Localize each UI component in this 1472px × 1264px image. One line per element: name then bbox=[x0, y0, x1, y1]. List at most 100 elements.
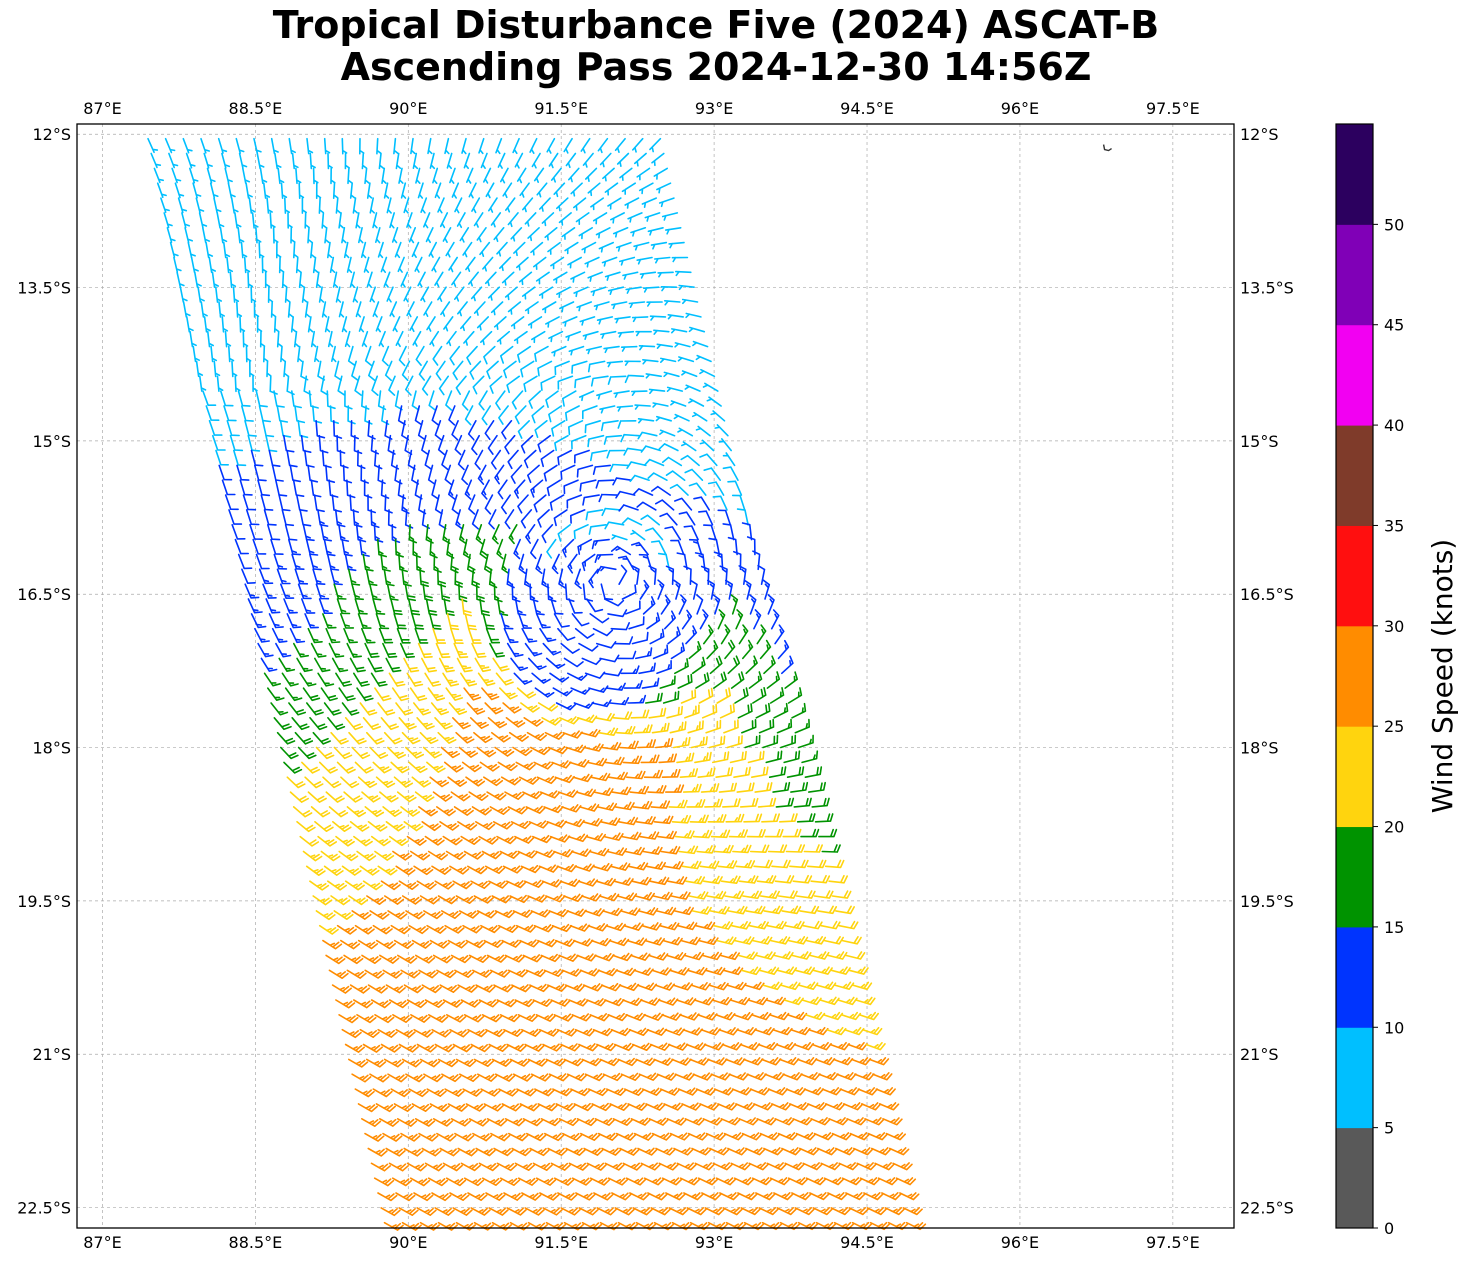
wind-barb bbox=[571, 1177, 593, 1186]
wind-barb bbox=[563, 137, 573, 154]
wind-barb bbox=[660, 845, 681, 855]
wind-barb bbox=[649, 315, 667, 321]
wind-barb bbox=[587, 434, 605, 448]
wind-barb bbox=[863, 1192, 884, 1201]
wind-barb bbox=[595, 877, 616, 887]
wind-barb bbox=[620, 433, 640, 443]
wind-barb bbox=[611, 534, 628, 541]
wind-barb bbox=[694, 1162, 715, 1171]
wind-barb bbox=[328, 969, 349, 979]
wind-barb bbox=[524, 642, 543, 657]
wind-barb bbox=[573, 938, 594, 947]
wind-barb bbox=[248, 197, 256, 214]
wind-barb bbox=[629, 1192, 650, 1201]
wind-barb bbox=[672, 736, 691, 749]
wind-barb bbox=[448, 256, 458, 273]
wind-barb bbox=[602, 907, 623, 917]
wind-barb bbox=[742, 890, 763, 900]
wind-barb bbox=[354, 761, 374, 774]
wind-barb bbox=[670, 400, 687, 407]
wind-barb bbox=[513, 330, 528, 344]
wind-barb bbox=[312, 405, 323, 424]
wind-barb bbox=[310, 479, 322, 498]
wind-barb bbox=[444, 924, 465, 934]
wind-barb bbox=[307, 464, 319, 483]
wind-barb bbox=[755, 1192, 776, 1201]
wind-barb bbox=[309, 880, 330, 891]
wind-barb bbox=[288, 702, 306, 716]
wind-barb bbox=[487, 717, 508, 729]
wind-barb bbox=[150, 152, 162, 169]
wind-barb bbox=[535, 271, 550, 285]
wind-barb bbox=[509, 1058, 530, 1067]
wind-barb bbox=[547, 745, 569, 755]
wind-barb bbox=[398, 717, 417, 730]
wind-barb bbox=[504, 1118, 526, 1127]
wind-barb bbox=[346, 806, 367, 818]
lat-tick-label: 18°S bbox=[32, 739, 71, 758]
wind-barb bbox=[301, 197, 307, 214]
wind-barb bbox=[283, 434, 295, 453]
wind-barb bbox=[468, 271, 479, 287]
wind-barb bbox=[476, 316, 489, 331]
wind-barb bbox=[643, 1177, 665, 1186]
wind-barb bbox=[723, 966, 744, 976]
wind-barb bbox=[674, 497, 693, 511]
wind-barb bbox=[395, 1192, 416, 1202]
wind-barb bbox=[574, 568, 582, 589]
wind-barb bbox=[488, 880, 509, 889]
wind-barb bbox=[551, 923, 573, 933]
wind-barb bbox=[738, 1117, 759, 1126]
wind-barb bbox=[442, 835, 463, 846]
wind-barb bbox=[377, 390, 387, 411]
wind-barb bbox=[286, 449, 298, 468]
wind-barb bbox=[578, 642, 599, 652]
wind-barb bbox=[218, 464, 233, 481]
wind-barb bbox=[633, 724, 653, 734]
wind-barb bbox=[683, 1192, 704, 1201]
wind-barb bbox=[807, 859, 827, 869]
wind-barb bbox=[516, 167, 527, 184]
wind-barb bbox=[510, 464, 523, 484]
wind-barb bbox=[895, 1177, 917, 1186]
wind-barb bbox=[659, 429, 676, 437]
wind-barb bbox=[391, 687, 410, 702]
wind-barb bbox=[534, 345, 549, 362]
wind-barb bbox=[231, 524, 246, 540]
wind-barb bbox=[517, 420, 530, 439]
wind-barb bbox=[524, 1207, 545, 1216]
wind-barb bbox=[266, 360, 272, 378]
wind-barb bbox=[632, 800, 653, 810]
wind-barb bbox=[380, 880, 401, 891]
wind-barb bbox=[400, 1132, 421, 1142]
wind-barb bbox=[578, 1043, 599, 1052]
wind-barb bbox=[448, 702, 468, 716]
wind-barb bbox=[708, 981, 729, 991]
wind-barb bbox=[635, 647, 653, 660]
wind-barb bbox=[388, 999, 410, 1009]
wind-barb bbox=[525, 805, 546, 814]
wind-barb bbox=[707, 481, 725, 496]
wind-barb bbox=[294, 731, 314, 745]
wind-barb bbox=[276, 330, 283, 348]
wind-barb bbox=[741, 1132, 763, 1141]
wind-barb bbox=[390, 1088, 411, 1098]
wind-barb bbox=[406, 999, 428, 1009]
wind-barb bbox=[378, 330, 386, 348]
wind-barb bbox=[292, 806, 313, 818]
wind-barb bbox=[462, 241, 473, 258]
wind-barb bbox=[845, 951, 866, 960]
wind-barb bbox=[812, 966, 833, 975]
wind-barb bbox=[476, 910, 498, 919]
wind-barb bbox=[442, 672, 460, 687]
wind-barb bbox=[643, 1012, 664, 1021]
wind-barb bbox=[351, 360, 359, 381]
wind-barb bbox=[398, 880, 419, 890]
wind-barb bbox=[671, 1057, 692, 1066]
wind-barb bbox=[459, 227, 470, 243]
wind-barb bbox=[438, 375, 449, 396]
wind-barb bbox=[471, 197, 481, 214]
wind-barb bbox=[330, 568, 343, 586]
wind-barb bbox=[605, 922, 626, 932]
wind-barb bbox=[356, 1014, 377, 1024]
